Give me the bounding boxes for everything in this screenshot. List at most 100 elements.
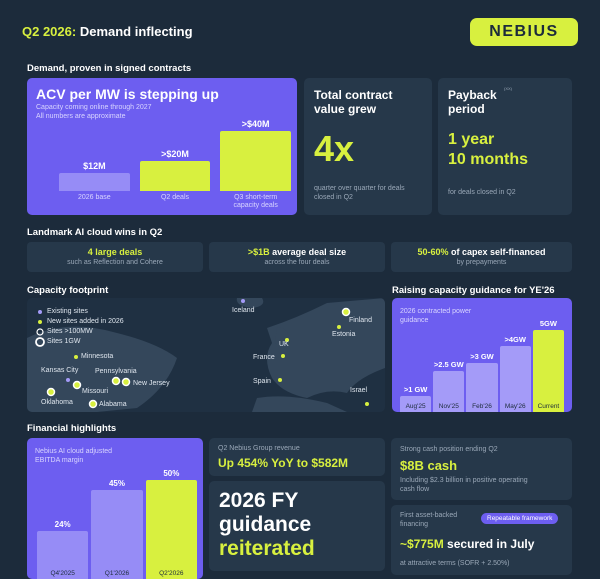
site-dot bbox=[74, 355, 78, 359]
site-dot bbox=[111, 376, 121, 386]
site-label: Spain bbox=[253, 378, 271, 385]
bar: Q4'2025 bbox=[37, 531, 89, 579]
card-subtitle: 2026 contracted power guidance bbox=[400, 308, 472, 324]
bar-column: 5GW Current bbox=[532, 302, 565, 412]
win-highlight: 4 large deals bbox=[87, 247, 143, 257]
site-label: Pennsylvania bbox=[95, 368, 137, 375]
big-value: 1 year 10 months bbox=[448, 130, 528, 170]
bar: Current bbox=[532, 330, 565, 412]
land bbox=[27, 298, 385, 412]
map-graphic bbox=[27, 298, 385, 412]
section-heading: Financial highlights bbox=[27, 423, 117, 434]
value-highlight: ~$775M bbox=[400, 537, 444, 551]
site-dot bbox=[337, 325, 341, 329]
win-text: average deal size bbox=[272, 247, 347, 257]
card-title: Total contract value grew bbox=[314, 88, 393, 116]
legend bbox=[35, 310, 45, 347]
tag: Repeatable framework bbox=[481, 513, 559, 524]
bar-column: >2.5 GW Nov'25 bbox=[433, 302, 465, 412]
subtitle-line: Capacity coming online through 2027 bbox=[36, 104, 152, 111]
category-label: Current bbox=[537, 403, 560, 410]
card-title: ACV per MW is stepping up bbox=[36, 86, 219, 102]
win-detail: by prepayments bbox=[456, 259, 507, 266]
category-label: Q1'2026 bbox=[104, 570, 130, 577]
site-label: Missouri bbox=[82, 388, 109, 395]
site-dot bbox=[88, 399, 98, 409]
value-line: 10 months bbox=[448, 151, 529, 168]
land bbox=[27, 326, 177, 412]
category-label: May'26 bbox=[504, 403, 526, 410]
win-card: 50-60% of capex self-financed by prepayme… bbox=[391, 242, 572, 272]
financing-card: First asset-backed financing Repeatable … bbox=[391, 505, 572, 575]
big-value: 4x bbox=[314, 128, 355, 169]
map: Existing sites New sites added in 2026 S… bbox=[27, 298, 385, 412]
card-subtitle: Nebius AI cloud adjusted EBITDA margin bbox=[35, 448, 113, 464]
category-label: 2026 base bbox=[77, 194, 111, 201]
bar-column: >$20M Q2 deals bbox=[139, 110, 211, 212]
section-heading: Landmark AI cloud wins in Q2 bbox=[27, 227, 163, 238]
win-text: of capex self-financed bbox=[451, 247, 546, 257]
category-label: Q4'2025 bbox=[50, 570, 75, 577]
contract-card: Total contract value grew 4x quarter ove… bbox=[304, 78, 432, 215]
bar-column: >$40M Q3 short-term capacity deals bbox=[220, 110, 292, 212]
value-label: >$40M bbox=[241, 119, 270, 129]
value-label: 45% bbox=[108, 478, 125, 488]
site-dot bbox=[341, 307, 351, 317]
category-label: Q2 deals bbox=[160, 194, 190, 201]
ebitda-chart: 24% Q4'2025 45% Q1'2026 50% Q2'2026 bbox=[37, 458, 197, 579]
card-note: quarter over quarter for deals closed in… bbox=[314, 185, 405, 201]
legend-label: Sites 1GW bbox=[47, 338, 81, 345]
card-subtitle: Capacity coming online through 2027 All n… bbox=[36, 103, 152, 121]
site-label: Alabama bbox=[99, 401, 127, 408]
site-label: Oklahoma bbox=[41, 399, 73, 406]
bar: Feb'26 bbox=[466, 362, 498, 412]
win-detail: such as Reflection and Cohere bbox=[67, 259, 163, 266]
site-label: Israel bbox=[350, 387, 368, 394]
bar-column: 50% Q2'2026 bbox=[145, 458, 197, 579]
legend-ring bbox=[36, 328, 44, 336]
site-label: Minnesota bbox=[81, 353, 114, 360]
fy-guidance-text: 2026 FY guidance bbox=[219, 489, 312, 536]
bar-column: >1 GW Aug'25 bbox=[400, 302, 432, 412]
bar-column: $12M 2026 base bbox=[59, 110, 130, 212]
footnote: (XX) bbox=[504, 86, 512, 91]
category-label: Nov'25 bbox=[438, 403, 459, 410]
site-label: Estonia bbox=[332, 331, 356, 338]
value-label: >2.5 GW bbox=[433, 360, 464, 369]
category-label: Aug'25 bbox=[405, 403, 426, 410]
win-highlight: 50-60% bbox=[417, 247, 449, 257]
value-label: 50% bbox=[163, 469, 180, 478]
value-label: $12M bbox=[83, 161, 106, 171]
card-note: at attractive terms (SOFR + 2.50%) bbox=[400, 560, 510, 567]
land bbox=[267, 298, 385, 398]
site-label: New Jersey bbox=[133, 380, 170, 387]
category-label: Feb'26 bbox=[472, 403, 492, 410]
legend-ring bbox=[35, 337, 45, 347]
value-line: 1 year bbox=[448, 131, 495, 148]
fy-guidance-card: 2026 FY guidance reiterated bbox=[209, 481, 385, 571]
card-note: for deals closed in Q2 bbox=[448, 189, 516, 196]
win-highlight: >$1B bbox=[247, 247, 270, 257]
legend-label: Sites >100MW bbox=[47, 328, 93, 335]
sites bbox=[46, 299, 369, 409]
section-heading: Capacity footprint bbox=[27, 285, 109, 296]
site-label: France bbox=[253, 354, 275, 361]
bar: Nov'25 bbox=[433, 371, 465, 412]
site-dot bbox=[241, 299, 245, 303]
card-label: First asset-backed financing bbox=[400, 512, 458, 528]
card-label: Strong cash position ending Q2 bbox=[400, 446, 498, 453]
value-text: secured in July bbox=[447, 537, 535, 551]
value-label: >$20M bbox=[161, 149, 189, 159]
card-note: Including $2.3 billion in positive opera… bbox=[400, 477, 528, 493]
site-dot bbox=[66, 378, 70, 382]
bar-column: 45% Q1'2026 bbox=[91, 458, 143, 579]
bar bbox=[139, 161, 211, 191]
site-label: Finland bbox=[349, 317, 372, 324]
card-value: ~$775M secured in July bbox=[400, 537, 534, 551]
revenue-card: Q2 Nebius Group revenue Up 454% YoY to $… bbox=[209, 438, 385, 476]
value-label: >4GW bbox=[504, 335, 526, 345]
title-highlight: Q2 2026: bbox=[22, 24, 77, 39]
site-label: UK bbox=[279, 341, 289, 348]
